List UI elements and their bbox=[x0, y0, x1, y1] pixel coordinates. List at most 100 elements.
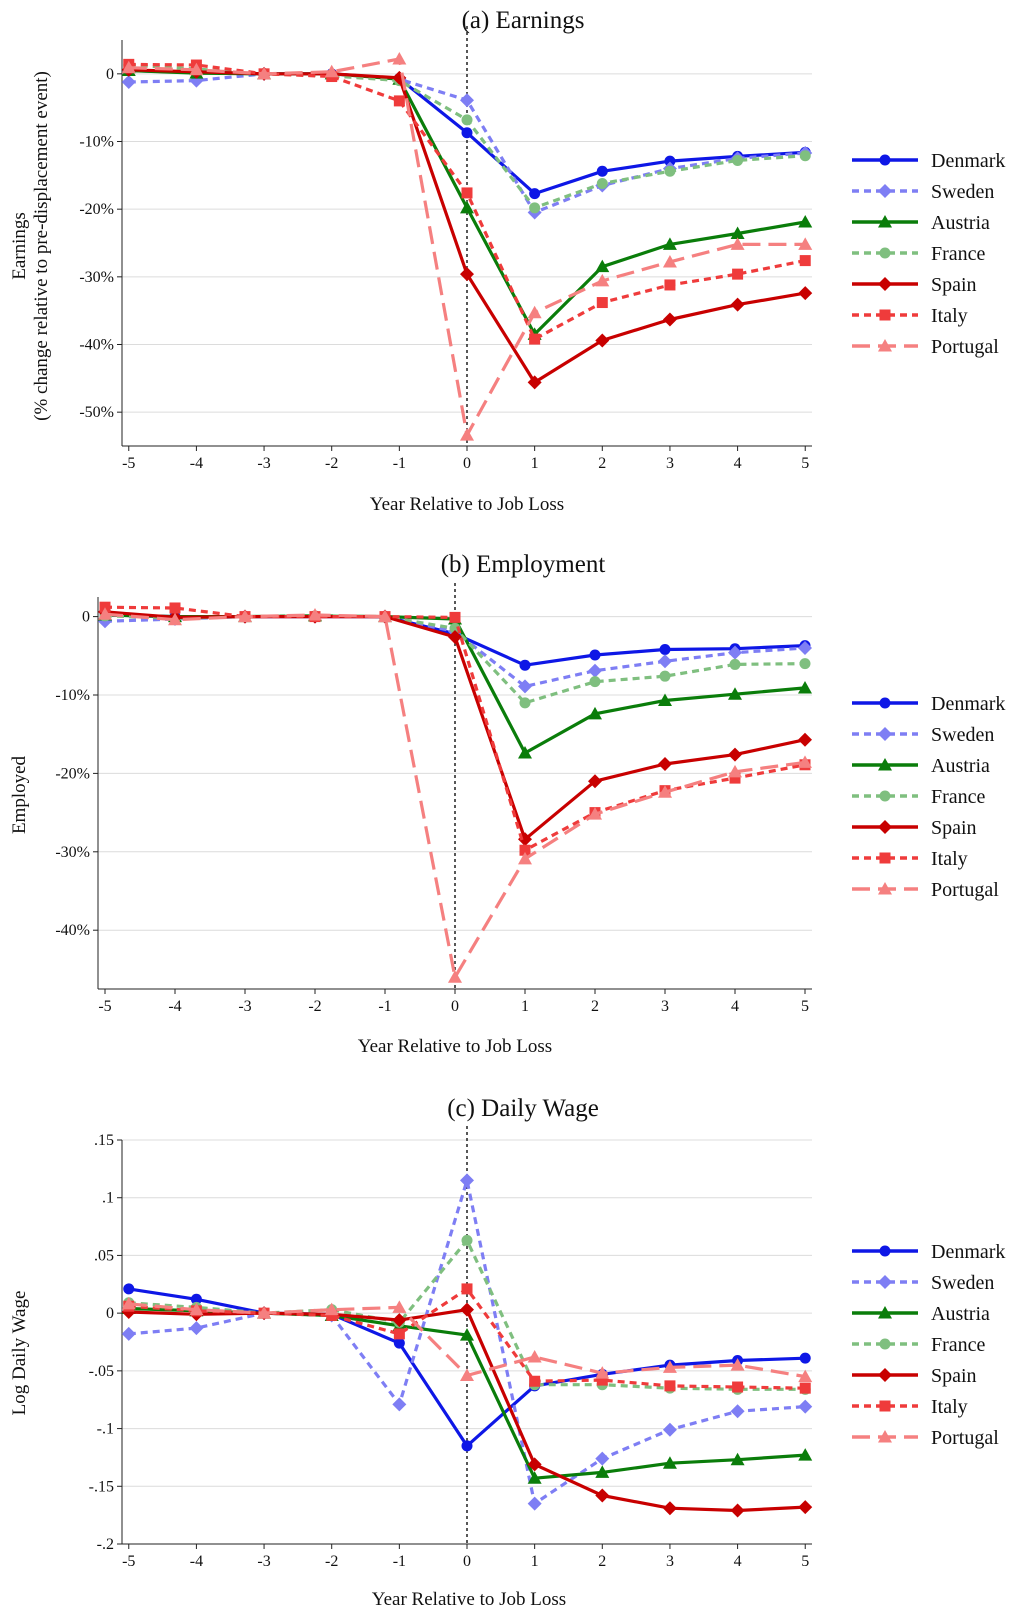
x-tick-label: -5 bbox=[98, 998, 111, 1015]
data-point-italy bbox=[461, 1283, 473, 1295]
legend-item-sweden: Sweden bbox=[852, 724, 994, 746]
data-point-portugal bbox=[595, 1366, 610, 1379]
data-point-austria bbox=[798, 1448, 813, 1461]
data-point-portugal bbox=[730, 237, 745, 250]
legend-marker bbox=[878, 184, 892, 198]
data-point-portugal bbox=[121, 60, 136, 74]
data-point-france bbox=[519, 697, 531, 709]
legend-label: Austria bbox=[931, 1303, 990, 1325]
data-point-france bbox=[589, 676, 601, 688]
x-tick-label: 5 bbox=[801, 455, 809, 472]
data-point-portugal bbox=[324, 64, 339, 78]
data-point-france bbox=[732, 154, 744, 166]
data-point-italy bbox=[799, 255, 811, 267]
legend-marker bbox=[879, 309, 891, 321]
data-point-spain bbox=[595, 1488, 610, 1503]
data-point-portugal bbox=[448, 970, 462, 983]
data-point-sweden bbox=[518, 679, 532, 694]
data-point-portugal bbox=[588, 807, 602, 820]
y-tick-label: -20% bbox=[79, 201, 114, 218]
x-tick-label: 4 bbox=[734, 1553, 742, 1570]
x-tick-label: 2 bbox=[598, 1553, 606, 1570]
legend-label: Sweden bbox=[931, 1272, 994, 1294]
data-point-denmark bbox=[659, 644, 671, 656]
legend-item-denmark: Denmark bbox=[852, 150, 1005, 172]
data-point-sweden bbox=[460, 1173, 474, 1188]
data-point-portugal bbox=[798, 1369, 813, 1383]
y-tick-label: -20% bbox=[55, 765, 90, 782]
data-point-austria bbox=[518, 746, 532, 759]
data-point-denmark bbox=[529, 188, 541, 200]
daily-wage-panel: (c) Daily Wage Year Relative to Job Loss… bbox=[9, 1095, 1005, 1610]
data-point-portugal bbox=[518, 851, 532, 865]
legend-item-spain: Spain bbox=[852, 1365, 977, 1387]
data-point-denmark bbox=[190, 1293, 202, 1305]
data-point-italy bbox=[664, 279, 676, 291]
x-tick-label: 3 bbox=[666, 1553, 674, 1570]
data-point-portugal bbox=[121, 1296, 136, 1310]
x-axis-label: Year Relative to Job Loss bbox=[358, 1036, 552, 1057]
x-tick-label: 4 bbox=[731, 998, 739, 1015]
y-tick-label: -.15 bbox=[89, 1478, 114, 1495]
x-tick-label: 0 bbox=[451, 998, 459, 1015]
data-point-spain bbox=[662, 312, 677, 327]
data-point-italy bbox=[326, 1309, 338, 1321]
data-point-austria bbox=[595, 259, 610, 273]
legend-marker bbox=[878, 1368, 892, 1382]
data-point-portugal bbox=[527, 305, 542, 319]
legend-item-italy: Italy bbox=[852, 305, 968, 327]
data-point-sweden bbox=[392, 1397, 407, 1412]
x-tick-label: 5 bbox=[801, 998, 809, 1015]
legend-marker bbox=[879, 1400, 891, 1412]
data-point-denmark bbox=[799, 1352, 811, 1364]
data-point-spain bbox=[595, 333, 610, 348]
data-point-france bbox=[799, 658, 811, 670]
x-tick-label: -4 bbox=[190, 455, 203, 472]
data-point-portugal bbox=[662, 254, 677, 268]
y-tick-label: -10% bbox=[79, 134, 114, 151]
data-point-sweden bbox=[588, 663, 602, 678]
data-point-portugal bbox=[460, 428, 474, 441]
x-tick-label: 2 bbox=[598, 455, 606, 472]
x-tick-label: -1 bbox=[378, 998, 391, 1015]
data-point-sweden bbox=[121, 74, 136, 89]
legend-item-portugal: Portugal bbox=[852, 1427, 999, 1449]
legend-item-portugal: Portugal bbox=[852, 336, 999, 358]
y-tick-label: -.1 bbox=[97, 1421, 114, 1438]
data-point-italy bbox=[99, 601, 111, 613]
x-tick-label: 3 bbox=[666, 455, 674, 472]
legend-item-austria: Austria bbox=[852, 1303, 990, 1325]
data-point-sweden bbox=[798, 1399, 813, 1414]
data-point-portugal bbox=[728, 764, 742, 778]
data-point-portugal bbox=[378, 609, 392, 623]
x-tick-label: -5 bbox=[122, 455, 135, 472]
data-point-portugal bbox=[168, 612, 182, 626]
legend-marker bbox=[878, 339, 892, 352]
x-tick-label: 3 bbox=[661, 998, 669, 1015]
legend-item-austria: Austria bbox=[852, 212, 990, 234]
legend-marker bbox=[878, 1430, 892, 1443]
data-point-spain bbox=[730, 1503, 745, 1518]
data-point-denmark bbox=[123, 1283, 135, 1295]
y-tick-label: -30% bbox=[79, 269, 114, 286]
data-point-denmark bbox=[664, 155, 676, 167]
y-tick-label: 0 bbox=[106, 66, 114, 83]
data-point-spain bbox=[798, 286, 813, 301]
data-point-italy bbox=[729, 772, 741, 784]
legend-label: Sweden bbox=[931, 181, 994, 203]
legend-item-france: France bbox=[852, 786, 986, 808]
panel-title: (c) Daily Wage bbox=[447, 1095, 599, 1122]
data-point-italy bbox=[732, 268, 744, 280]
data-point-portugal bbox=[98, 607, 112, 620]
data-point-portugal bbox=[257, 66, 272, 80]
legend-item-portugal: Portugal bbox=[852, 879, 999, 901]
y-tick-label: -40% bbox=[79, 337, 114, 354]
data-point-france bbox=[659, 670, 671, 682]
y-tick-label: .15 bbox=[94, 1132, 114, 1149]
data-point-spain bbox=[527, 1457, 542, 1472]
data-point-portugal bbox=[662, 1360, 677, 1373]
x-tick-label: -2 bbox=[308, 998, 321, 1015]
legend-item-france: France bbox=[852, 1334, 986, 1356]
y-tick-label: -30% bbox=[55, 844, 90, 861]
y-tick-label: -.2 bbox=[97, 1536, 114, 1553]
